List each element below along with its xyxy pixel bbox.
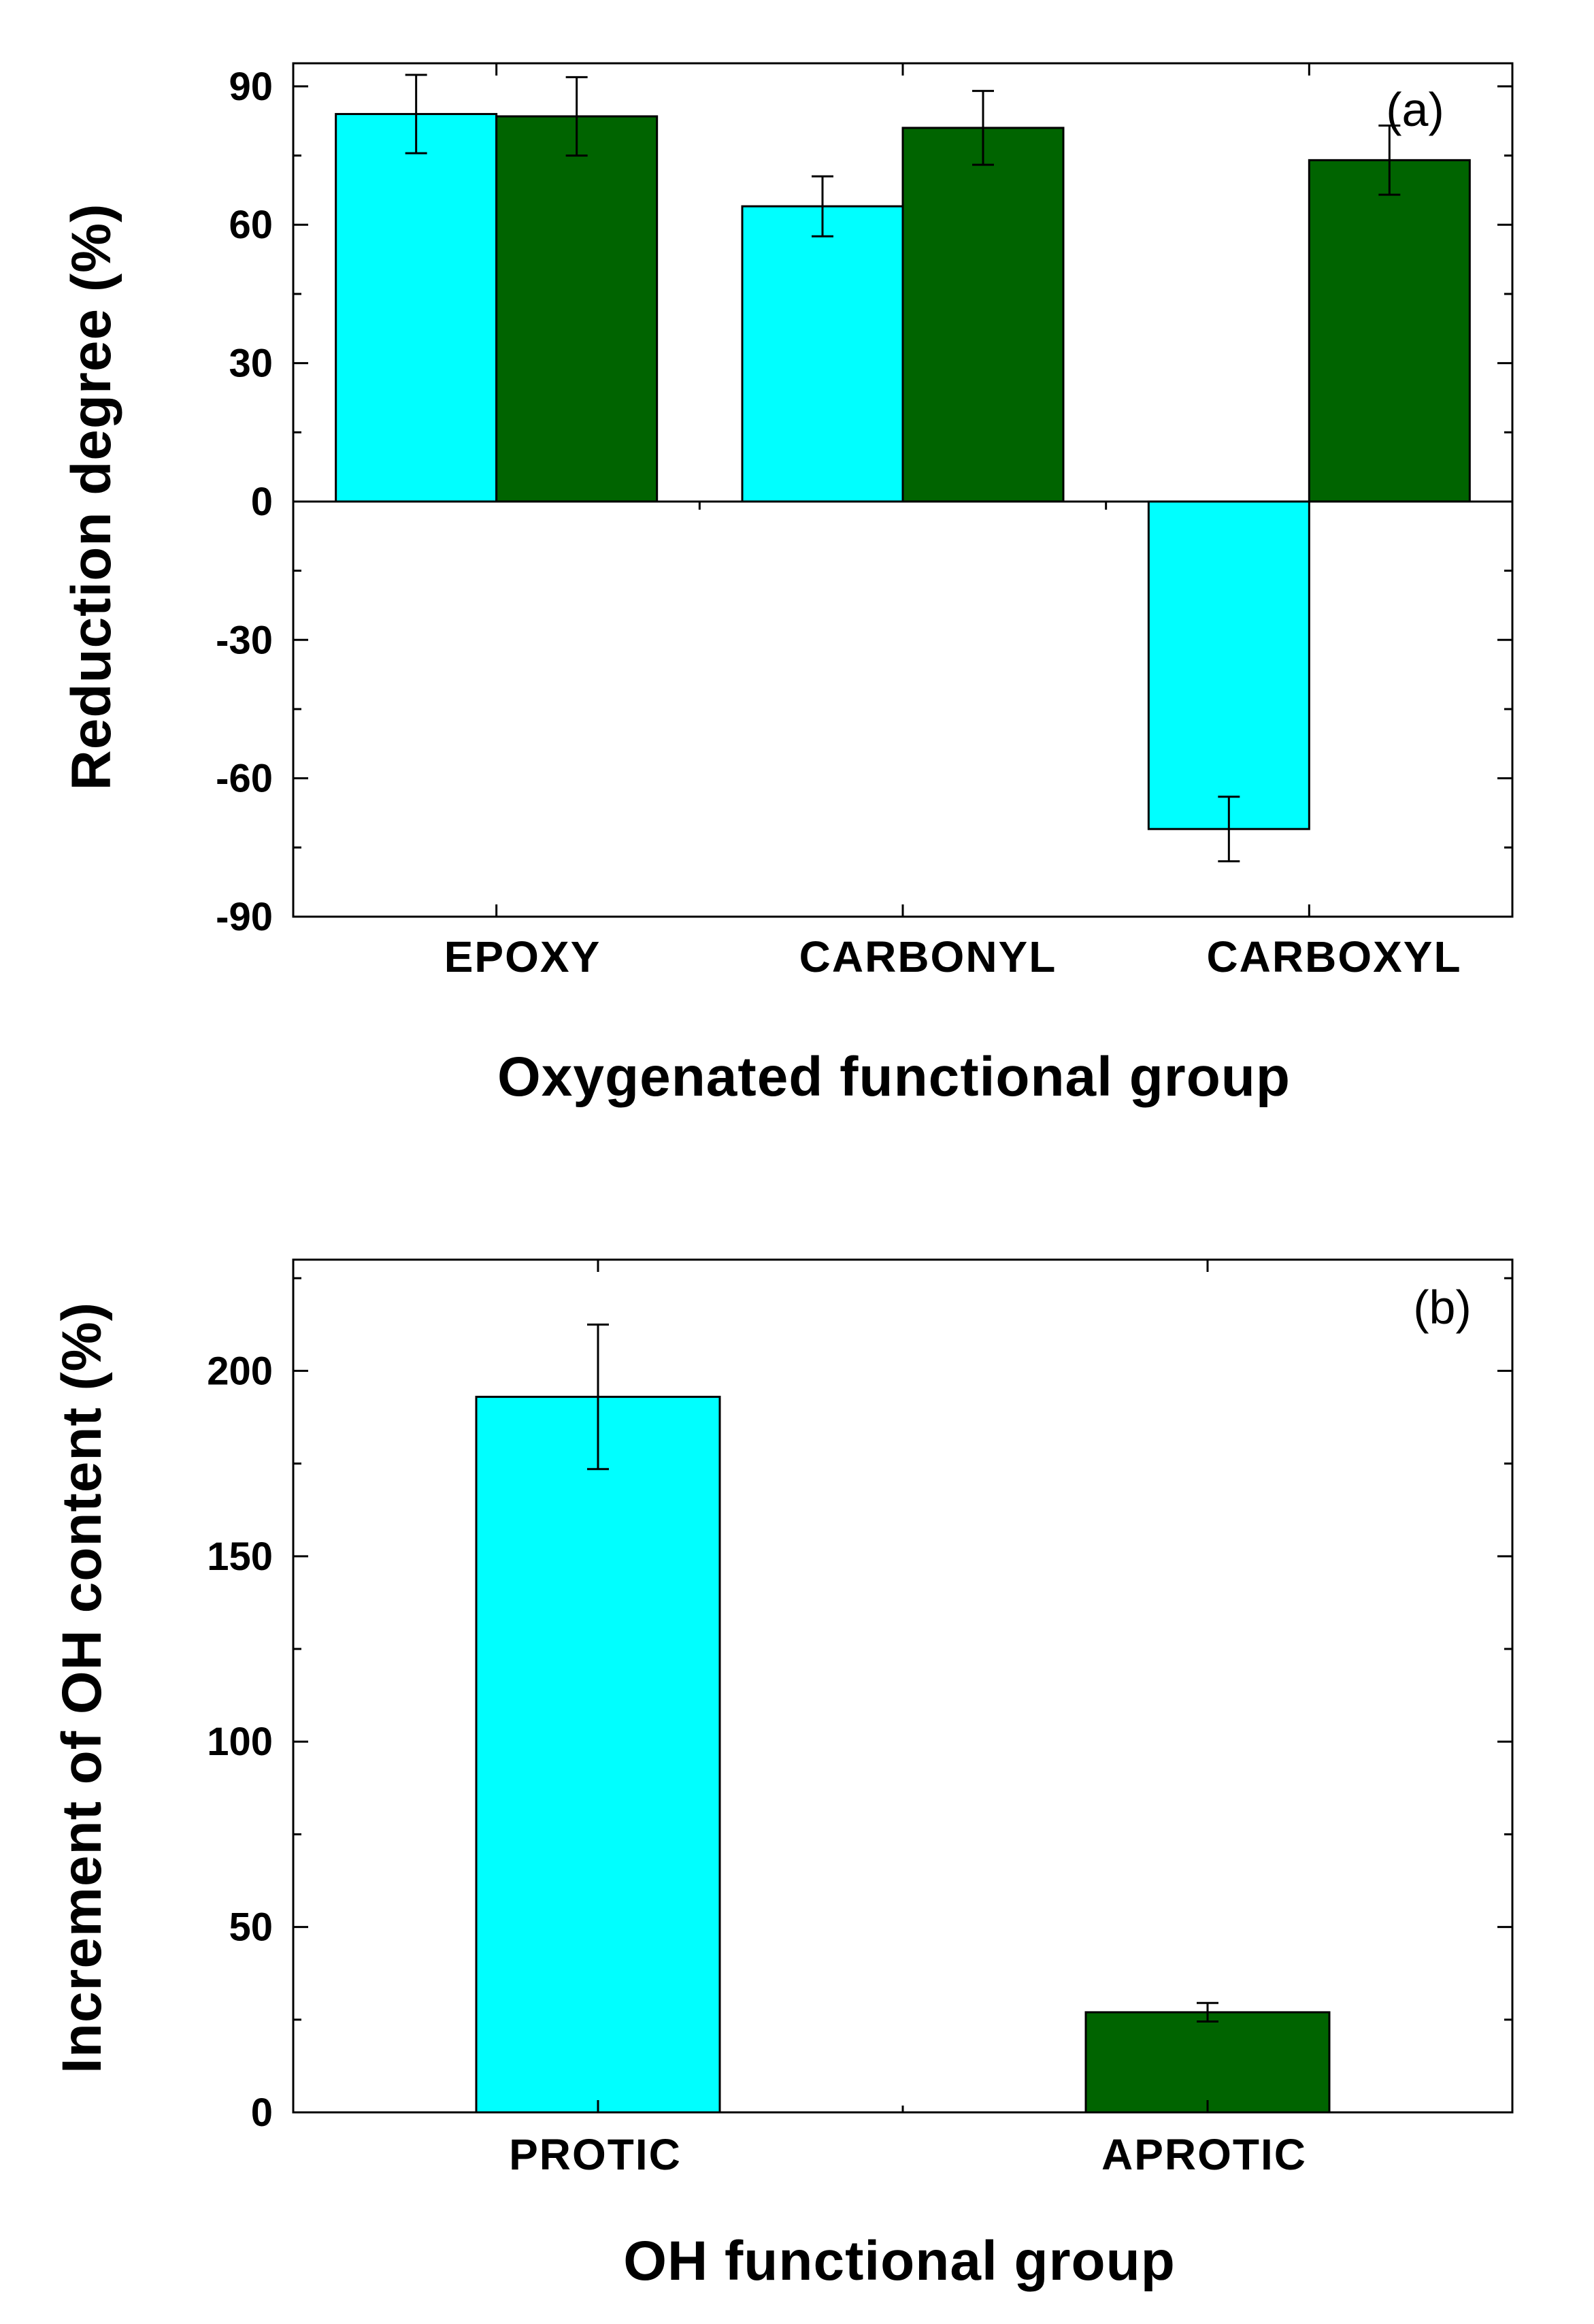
panel-a-y-axis-title: Reduction degree (%) — [61, 203, 122, 791]
panel-a-chart: -90 -60 -30 0 30 60 90 EPOXY CARBONYL CARBOXYL… — [61, 62, 1514, 1108]
panel-a-y-tick-label: -30 — [216, 618, 273, 662]
panel-b-y-tick-label: 0 — [251, 2091, 273, 2135]
panel-b-bar-aprotic — [1084, 2011, 1331, 2114]
panel-a-x-axis-title: Oxygenated functional group — [497, 1046, 1291, 1108]
panel-b-x-ticks — [597, 1260, 1209, 2112]
panel-b-y-axis-title: Increment of OH content (%) — [51, 1302, 113, 2074]
panel-a-bar-carboxyl-green — [1308, 159, 1471, 503]
panel-a-error-bars — [405, 73, 1401, 863]
panel-a-bar-epoxy-green — [495, 115, 659, 503]
panel-a-bars — [335, 113, 1471, 830]
panel-a-y-tick-label: -60 — [216, 757, 273, 801]
panel-a-y-tick-label: 0 — [251, 480, 273, 524]
panel-b-x-axis-title: OH functional group — [623, 2230, 1176, 2292]
panel-a-x-ticks — [495, 63, 1310, 917]
panel-a-bar-carbonyl-green — [901, 127, 1065, 503]
panel-b-y-tick-label: 50 — [229, 1905, 273, 1950]
panel-a-bar-carboxyl-cyan — [1147, 500, 1310, 830]
panel-a-y-tick-label: 60 — [229, 203, 273, 247]
panel-b-y-ticks — [293, 1277, 1512, 2114]
panel-b-category-label: PROTIC — [509, 2130, 682, 2179]
panel-b-y-tick-label: 200 — [207, 1349, 273, 1393]
panel-a-label: (a) — [1386, 83, 1444, 136]
panel-b-y-tick-labels: 0 50 100 150 200 — [207, 1349, 273, 2135]
panel-a-bar-carbonyl-cyan — [741, 205, 904, 503]
panel-b-error-bars — [587, 1323, 1218, 2023]
panel-b-y-tick-label: 100 — [207, 1720, 273, 1764]
panel-a-category-label: EPOXY — [444, 932, 601, 981]
panel-a-y-tick-label: -90 — [216, 895, 273, 939]
panel-a-y-tick-label: 90 — [229, 65, 273, 109]
panel-b-bars — [475, 1396, 1331, 2114]
panel-a-category-label: CARBOXYL — [1206, 932, 1461, 981]
panel-b-y-tick-label: 150 — [207, 1535, 273, 1579]
panel-b-category-label: APROTIC — [1101, 2130, 1307, 2179]
panel-b-chart: 0 50 100 150 200 PROTIC APROTIC OH functiona… — [51, 1258, 1514, 2292]
panel-b-bar-protic — [475, 1396, 721, 2114]
panel-a-y-ticks — [293, 85, 1512, 918]
panel-a-y-tick-label: 30 — [229, 342, 273, 386]
panel-b-label: (b) — [1413, 1281, 1472, 1334]
panel-a-y-tick-labels: -90 -60 -30 0 30 60 90 — [216, 65, 273, 939]
panel-a-category-label: CARBONYL — [799, 932, 1057, 981]
panel-a-bar-epoxy-cyan — [335, 113, 498, 503]
